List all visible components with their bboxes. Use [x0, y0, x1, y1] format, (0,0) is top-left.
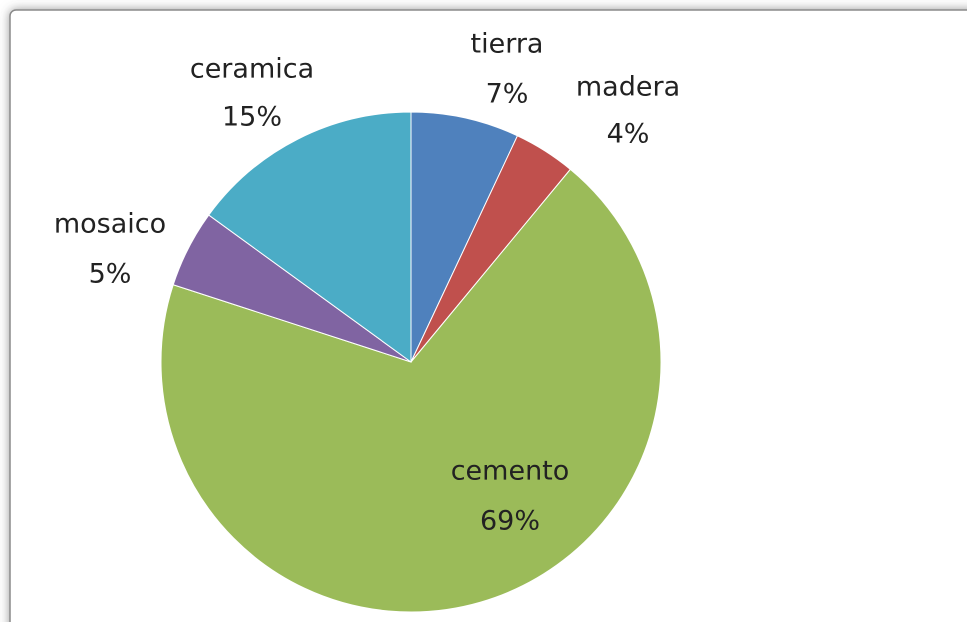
slice-label: madera [576, 72, 680, 103]
slice-value-label: 4% [607, 119, 650, 150]
pie-slice [160, 168, 662, 613]
slice-value-label: 69% [480, 506, 540, 537]
slice-value-label: 5% [89, 259, 132, 290]
slice-value-label: 15% [222, 102, 282, 133]
pie-slice [208, 111, 412, 363]
pie-slice [410, 111, 519, 363]
slice-label: cemento [451, 456, 570, 487]
slice-label: tierra [471, 29, 544, 60]
slice-value-label: 7% [486, 79, 529, 110]
slice-label: mosaico [54, 209, 166, 240]
slice-label: ceramica [190, 54, 314, 85]
